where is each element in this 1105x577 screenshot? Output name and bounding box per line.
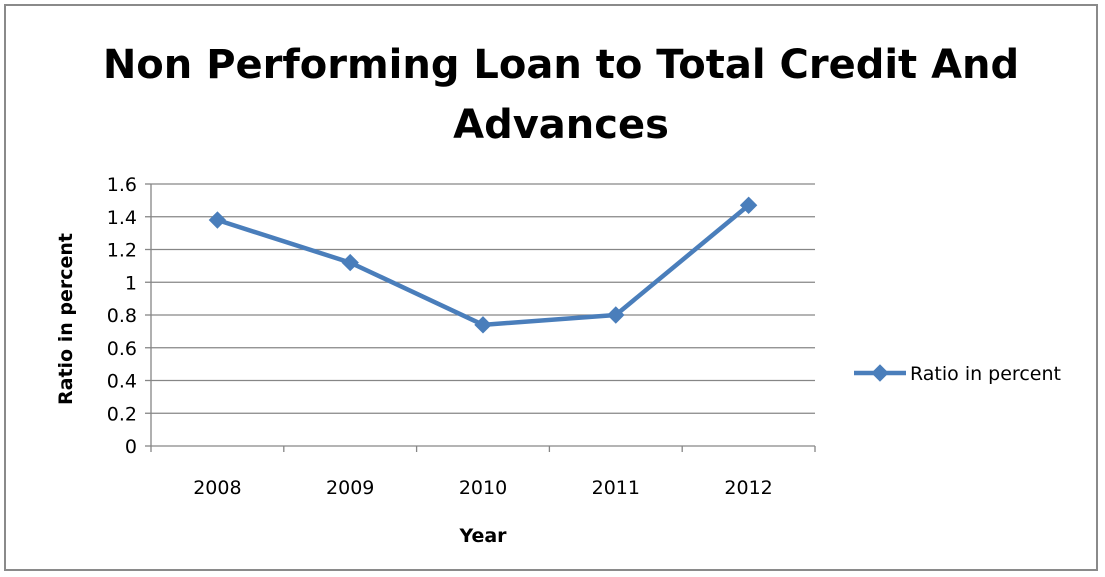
y-axis-title: Ratio in percent	[55, 233, 77, 405]
data-point-marker	[341, 253, 359, 272]
data-point-marker	[474, 316, 492, 334]
series-line	[215, 203, 751, 328]
y-tick-label: 0	[125, 436, 137, 458]
chart-title-line-1: Non Performing Loan to Total Credit And	[103, 42, 1019, 88]
y-tick-label: 1.4	[107, 207, 137, 229]
legend-label: Ratio in percent	[910, 363, 1061, 385]
x-tick-labels: 2008 2009 2010 2011 2012	[193, 477, 773, 499]
chart-title-line-2: Advances	[453, 102, 669, 148]
legend: Ratio in percent	[854, 363, 1061, 385]
x-tick-label: 2010	[459, 477, 507, 499]
data-point-marker	[607, 306, 625, 324]
legend-marker	[871, 364, 889, 382]
y-tick-label: 0.4	[107, 371, 137, 393]
line-chart: Non Performing Loan to Total Credit And …	[55, 42, 1061, 547]
y-tick-label: 1.2	[107, 240, 137, 262]
y-tick-label: 0.6	[107, 338, 137, 360]
data-point-marker	[208, 211, 227, 229]
y-tick-label: 0.2	[107, 403, 137, 425]
x-axis-title: Year	[458, 525, 507, 547]
x-tick-label: 2011	[592, 477, 640, 499]
chart-title: Non Performing Loan to Total Credit And …	[103, 42, 1019, 148]
y-tick-label: 0.8	[107, 305, 137, 327]
x-tick-label: 2008	[193, 477, 241, 499]
y-tick-label: 1.6	[107, 174, 137, 196]
x-tick-label: 2009	[326, 477, 374, 499]
data-point-marker	[739, 196, 758, 214]
series-ratio-in-percent	[208, 196, 758, 334]
axes	[145, 183, 816, 452]
y-tick-label: 1	[125, 272, 137, 294]
chart-frame: Non Performing Loan to Total Credit And …	[4, 4, 1098, 571]
y-tick-labels: 0 0.2 0.4 0.6 0.8 1 1.2 1.4 1.6	[107, 174, 137, 458]
gridlines	[151, 183, 815, 414]
x-tick-label: 2012	[724, 477, 772, 499]
